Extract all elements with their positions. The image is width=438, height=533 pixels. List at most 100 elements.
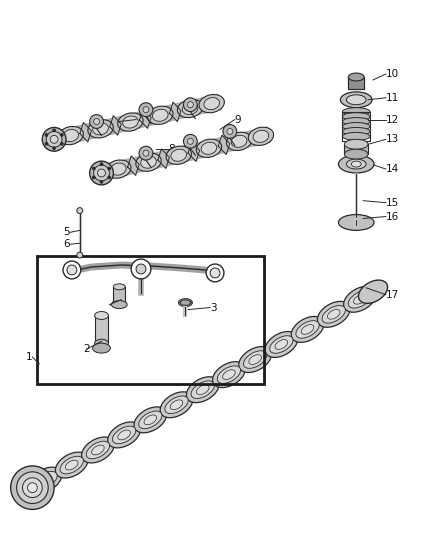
Ellipse shape	[65, 460, 78, 470]
Ellipse shape	[148, 106, 173, 124]
Ellipse shape	[346, 95, 366, 104]
Ellipse shape	[291, 317, 324, 342]
Ellipse shape	[160, 392, 193, 418]
Text: 6: 6	[63, 239, 70, 249]
Bar	[95, 316, 109, 343]
Text: 2: 2	[83, 344, 90, 354]
Bar	[348, 77, 364, 89]
Ellipse shape	[204, 98, 219, 110]
Ellipse shape	[118, 113, 143, 131]
Ellipse shape	[318, 301, 350, 327]
Ellipse shape	[201, 142, 217, 155]
Ellipse shape	[92, 445, 104, 455]
Ellipse shape	[239, 346, 272, 373]
Ellipse shape	[199, 94, 224, 113]
Circle shape	[94, 165, 110, 181]
Bar	[37, 256, 265, 384]
Polygon shape	[188, 142, 200, 161]
Circle shape	[60, 133, 64, 136]
Ellipse shape	[265, 332, 298, 358]
Circle shape	[223, 125, 237, 139]
Ellipse shape	[270, 336, 293, 353]
Text: 16: 16	[386, 212, 399, 222]
Ellipse shape	[166, 146, 191, 164]
Circle shape	[90, 115, 103, 128]
Ellipse shape	[144, 415, 157, 425]
Circle shape	[22, 478, 42, 498]
Circle shape	[184, 134, 197, 148]
Ellipse shape	[253, 130, 269, 142]
Ellipse shape	[346, 159, 366, 169]
Ellipse shape	[187, 377, 219, 402]
Ellipse shape	[152, 109, 168, 122]
Ellipse shape	[29, 467, 62, 493]
Circle shape	[210, 268, 220, 278]
Ellipse shape	[340, 92, 372, 108]
Ellipse shape	[322, 305, 346, 323]
Ellipse shape	[217, 366, 240, 383]
Circle shape	[187, 102, 193, 108]
Circle shape	[139, 103, 153, 117]
Circle shape	[53, 147, 56, 150]
Circle shape	[60, 142, 64, 146]
Ellipse shape	[339, 215, 374, 230]
Text: 17: 17	[386, 290, 399, 300]
Ellipse shape	[60, 456, 83, 474]
Circle shape	[45, 142, 48, 146]
Circle shape	[77, 208, 83, 214]
Ellipse shape	[301, 325, 314, 334]
Ellipse shape	[344, 139, 368, 149]
Ellipse shape	[328, 310, 340, 319]
Circle shape	[108, 176, 111, 179]
Ellipse shape	[108, 422, 141, 448]
Bar	[113, 287, 125, 304]
Ellipse shape	[93, 123, 108, 135]
Ellipse shape	[118, 430, 131, 440]
Circle shape	[187, 139, 193, 144]
Ellipse shape	[212, 362, 245, 387]
Ellipse shape	[88, 120, 113, 138]
Circle shape	[50, 135, 58, 143]
Ellipse shape	[106, 160, 131, 178]
Circle shape	[28, 483, 37, 492]
Circle shape	[42, 127, 66, 151]
Circle shape	[77, 252, 83, 258]
Ellipse shape	[296, 321, 319, 338]
Text: 14: 14	[386, 164, 399, 174]
Bar	[344, 144, 368, 154]
Ellipse shape	[113, 426, 136, 443]
Polygon shape	[127, 156, 139, 175]
Ellipse shape	[344, 149, 368, 159]
Circle shape	[90, 161, 113, 185]
Ellipse shape	[226, 132, 252, 150]
Circle shape	[67, 265, 77, 275]
Ellipse shape	[165, 396, 188, 414]
Circle shape	[184, 98, 197, 111]
Text: 10: 10	[386, 69, 399, 79]
Ellipse shape	[110, 163, 126, 175]
Circle shape	[45, 133, 48, 136]
Circle shape	[108, 167, 111, 170]
Circle shape	[92, 176, 95, 179]
Polygon shape	[110, 116, 121, 135]
Ellipse shape	[343, 112, 370, 120]
Ellipse shape	[343, 286, 376, 312]
Circle shape	[131, 259, 151, 279]
Ellipse shape	[196, 139, 222, 157]
Circle shape	[143, 107, 149, 112]
Ellipse shape	[353, 294, 366, 304]
Circle shape	[46, 132, 62, 147]
Ellipse shape	[348, 73, 364, 81]
Ellipse shape	[343, 123, 370, 131]
Ellipse shape	[86, 441, 110, 459]
Text: 4: 4	[110, 300, 116, 310]
Text: 8: 8	[169, 144, 175, 154]
Polygon shape	[218, 135, 230, 155]
Polygon shape	[170, 102, 181, 122]
Ellipse shape	[348, 290, 371, 308]
Text: 15: 15	[386, 198, 399, 208]
Ellipse shape	[339, 155, 374, 173]
Ellipse shape	[134, 407, 166, 433]
Text: 11: 11	[386, 93, 399, 103]
Circle shape	[17, 472, 48, 504]
